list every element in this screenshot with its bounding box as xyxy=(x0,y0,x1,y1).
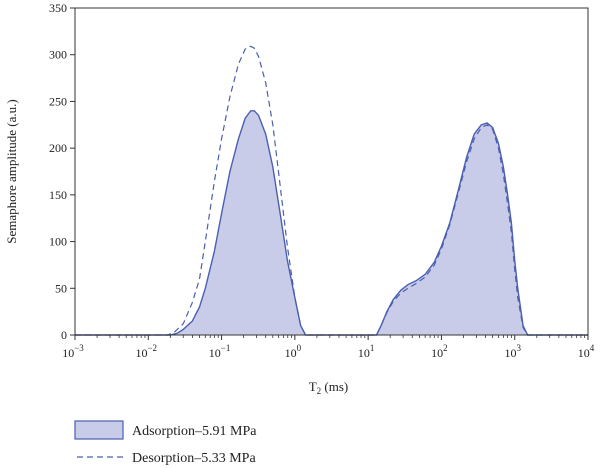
plot-area xyxy=(75,45,588,336)
x-tick-label: 103 xyxy=(504,343,521,360)
legend: Adsorption–5.91 MPa Desorption–5.33 MPa xyxy=(74,420,257,466)
y-tick-label: 300 xyxy=(49,48,67,62)
series-adsorption-line xyxy=(75,110,588,336)
y-tick-label: 100 xyxy=(49,235,67,249)
axes: 0 50 100 150 200 250 300 350 10−3 10−2 10−1 100 101 1… xyxy=(4,1,595,396)
x-axis-title: T2 (ms) xyxy=(309,379,349,396)
x-tick-label: 10−1 xyxy=(209,343,231,360)
y-tick-label: 150 xyxy=(49,188,67,202)
x-tick-label: 104 xyxy=(578,343,595,360)
plot-frame xyxy=(74,7,589,336)
x-tick-label: 102 xyxy=(431,343,448,360)
x-tick-label: 10−3 xyxy=(62,343,84,360)
x-tick-label: 100 xyxy=(285,343,302,360)
legend-swatch-adsorption xyxy=(74,420,124,440)
x-tick-label: 10−2 xyxy=(135,343,157,360)
x-tick-label: 101 xyxy=(358,343,375,360)
legend-label-adsorption: Adsorption–5.91 MPa xyxy=(132,424,257,439)
series-adsorption-area xyxy=(75,110,588,336)
y-tick-label: 0 xyxy=(61,328,67,342)
legend-label-desorption: Desorption–5.33 MPa xyxy=(132,451,256,466)
y-tick-label: 250 xyxy=(49,94,67,108)
y-axis-title: Semaphore amplitude (a.u.) xyxy=(4,99,19,243)
y-tick-label: 200 xyxy=(49,141,67,155)
series-desorption-line xyxy=(75,45,588,336)
y-tick-label: 350 xyxy=(49,1,67,15)
y-tick-label: 50 xyxy=(55,281,67,295)
